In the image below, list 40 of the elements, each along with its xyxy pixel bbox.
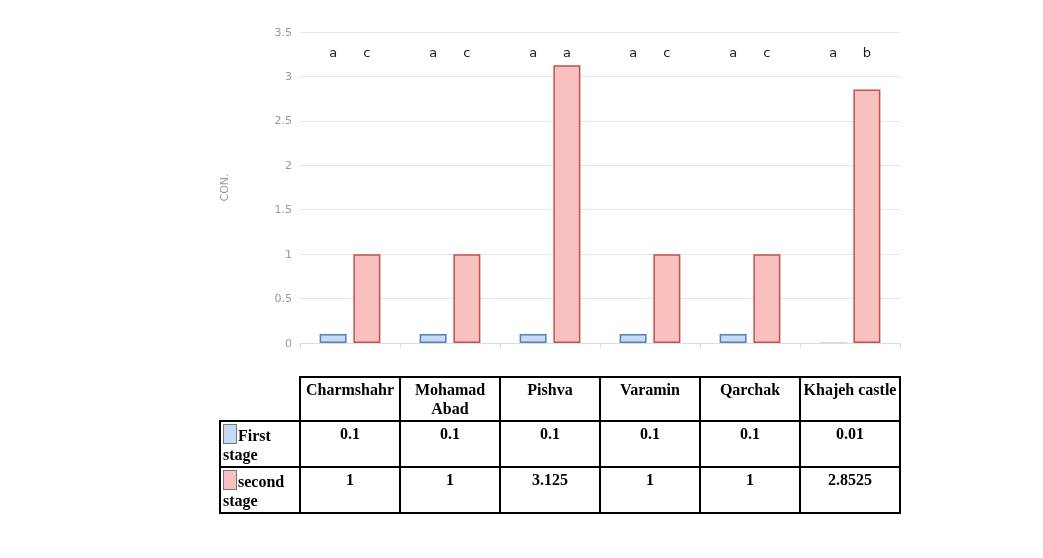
annotation: c [363, 44, 371, 60]
y-tick-label: 1 [285, 247, 292, 261]
y-tick-label: 3 [285, 69, 292, 83]
y-tick-label: 3.5 [274, 25, 292, 39]
data-label: 0.1 [700, 421, 800, 467]
annotation: a [429, 44, 438, 60]
legend-label: second stage [220, 467, 300, 513]
annotation: c [663, 44, 671, 60]
y-axis-title: CON. [218, 173, 231, 202]
data-label: 0.1 [400, 421, 500, 467]
data-label: 0.01 [800, 421, 900, 467]
x-tick-label: Mohamad Abad [400, 377, 500, 421]
annotation: c [463, 44, 471, 60]
annotation: a [562, 44, 571, 60]
annotation: a [529, 44, 538, 60]
data-label: 1 [700, 467, 800, 513]
annotation: b [862, 44, 872, 60]
x-tick-label: Charmshahr [300, 377, 400, 421]
y-tick-label: 0.5 [274, 292, 292, 306]
data-label: 0.1 [500, 421, 600, 467]
data-label: 2.8525 [800, 467, 900, 513]
annotation: c [763, 44, 771, 60]
data-label: 0.1 [300, 421, 400, 467]
annotation: a [829, 44, 838, 60]
x-tick-label: Qarchak [700, 377, 800, 421]
data-label: 0.1 [600, 421, 700, 467]
data-label: 1 [400, 467, 500, 513]
y-tick-label: 2 [285, 158, 292, 172]
annotation: a [329, 44, 338, 60]
annotation: a [729, 44, 738, 60]
data-label: 1 [600, 467, 700, 513]
x-tick-label: Khajeh castle [800, 377, 900, 421]
annotation: a [629, 44, 638, 60]
x-tick-label: Pishva [500, 377, 600, 421]
y-tick-label: 1.5 [274, 203, 292, 217]
y-tick-label: 0 [285, 336, 292, 350]
x-tick-label: Varamin [600, 377, 700, 421]
legend-label: First stage [220, 421, 300, 467]
y-tick-label: 2.5 [274, 114, 292, 128]
data-label: 3.125 [500, 467, 600, 513]
